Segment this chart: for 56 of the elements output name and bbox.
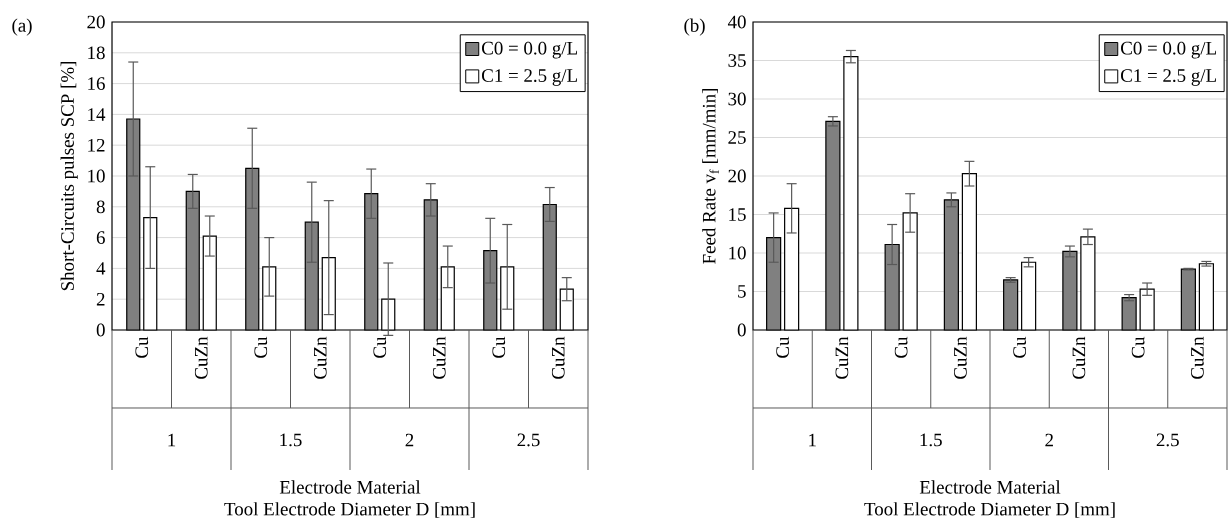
text: 1.5 [920, 433, 942, 447]
x-tick-label: Cu [254, 336, 268, 358]
text: 1 [168, 433, 176, 447]
text: 2 [405, 433, 414, 447]
y-tick-label: 30 [728, 92, 746, 106]
y-tick-label: 25 [728, 131, 746, 144]
y-tick-label: 35 [728, 54, 746, 67]
y-tick-label: 4 [96, 262, 106, 275]
x-tick-label: Cu [776, 336, 789, 358]
x-tick-label: CuZn [835, 336, 849, 379]
y-axis-title: Feed Rate v$_{f}$ [mm/min] [702, 88, 719, 264]
y-axis-title: Short-Circuits pulses SCP [%] [60, 62, 78, 291]
x-tick-label: CuZn [551, 336, 565, 379]
x-tick-label: Cu [1013, 336, 1026, 358]
x-tick-label: CuZn [313, 336, 327, 379]
legend-label: C0 = 0.0 g/L [482, 41, 577, 59]
y-tick-label: 20 [728, 169, 746, 183]
text: 1.5 [280, 433, 302, 447]
text: 1 [809, 433, 816, 447]
y-tick-label: 10 [729, 246, 746, 260]
text: Tool Electrode Diameter D [mm] [864, 502, 1115, 518]
y-tick-label: 20 [87, 15, 105, 29]
y-tick-label: 5 [738, 285, 746, 298]
x-tick-label: CuZn [1072, 336, 1086, 379]
x-tick-label: Cu [894, 336, 908, 358]
x-axis-title: Electrode Material [919, 480, 1061, 494]
y-tick-label: 40 [727, 15, 746, 29]
x-tick-label: CuZn [194, 336, 208, 379]
x-tick-label: Cu [492, 336, 506, 358]
y-tick-label: 0 [96, 323, 105, 337]
y-tick-label: 15 [729, 208, 746, 221]
text: Tool Electrode Diameter D [mm] [224, 502, 475, 518]
legend-label: C1 = 2.5 g/L [1121, 69, 1216, 86]
y-tick-label: 0 [737, 323, 746, 337]
x-tick-label: Cu [373, 336, 387, 358]
y-tick-label: 8 [96, 200, 105, 214]
y-tick-label: 18 [88, 46, 105, 60]
x-tick-label: Cu [135, 336, 149, 358]
y-tick-label: 2 [96, 292, 105, 306]
text: 2.5 [517, 433, 540, 447]
y-tick-label: 10 [88, 169, 105, 183]
x-tick-label: Cu [1131, 336, 1145, 358]
x-axis-title: Electrode Material [279, 480, 421, 494]
text: 2 [1045, 433, 1053, 447]
chart-title: (a) [12, 18, 32, 36]
legend-label: C0 = 0.0 g/L [1121, 41, 1216, 59]
legend-label: C1 = 2.5 g/L [482, 69, 577, 86]
y-tick-label: 14 [88, 108, 106, 121]
x-tick-label: CuZn [954, 336, 967, 379]
x-tick-label: CuZn [1191, 336, 1204, 379]
y-tick-label: 12 [88, 138, 105, 152]
y-tick-label: 6 [96, 231, 105, 244]
text: 2.5 [1156, 433, 1179, 447]
y-tick-label: 16 [88, 77, 105, 90]
x-tick-label: CuZn [432, 336, 446, 379]
chart-title: (b) [684, 18, 705, 36]
